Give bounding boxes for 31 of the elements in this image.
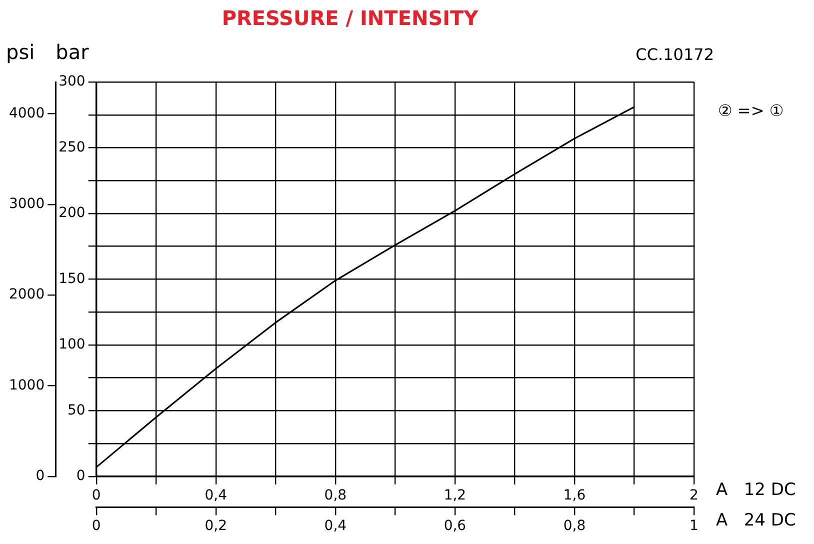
y-tick-label: 100 bbox=[58, 336, 86, 353]
y2-tick-label: 3000 bbox=[8, 196, 45, 212]
y2-tick-label: 0 bbox=[36, 468, 45, 484]
y-tick-label: 50 bbox=[68, 402, 86, 418]
x-tick-label: 2 bbox=[690, 487, 698, 504]
x2-tick-label: 1 bbox=[690, 518, 698, 534]
y-tick-label: 200 bbox=[58, 205, 86, 222]
x2-tick-label: 0,2 bbox=[204, 518, 228, 534]
y2-tick-label: 4000 bbox=[8, 105, 45, 122]
chart-title: PRESSURE / INTENSITY bbox=[222, 6, 479, 30]
x-tick-label: 1,6 bbox=[563, 487, 586, 504]
x-tick-label: 0 bbox=[92, 487, 101, 504]
y2-axis-title: psi bbox=[6, 40, 35, 64]
x2-tick-label: 0,6 bbox=[444, 518, 466, 534]
y-tick-label: 250 bbox=[58, 139, 86, 156]
y2-tick-label: 2000 bbox=[8, 286, 45, 303]
x-tick-label: 0,8 bbox=[324, 487, 347, 504]
y-axis-title: bar bbox=[56, 40, 90, 64]
y2-tick-label: 1000 bbox=[8, 377, 45, 394]
text: ② => ① bbox=[718, 101, 784, 120]
y-tick-label: 0 bbox=[76, 468, 86, 484]
y-tick-label: 150 bbox=[58, 270, 86, 287]
x2-tick-label: 0,4 bbox=[324, 518, 347, 534]
x2-axis-title: A 24 DC bbox=[716, 510, 796, 531]
x2-tick-label: 0 bbox=[92, 518, 101, 534]
y-tick-label: 300 bbox=[58, 74, 86, 90]
x-tick-label: 0,4 bbox=[204, 487, 228, 504]
text: CC.10172 bbox=[636, 45, 714, 64]
x-axis-title: A 12 DC bbox=[716, 480, 796, 500]
x-tick-label: 1,2 bbox=[444, 487, 466, 504]
x2-tick-label: 0,8 bbox=[563, 518, 586, 534]
